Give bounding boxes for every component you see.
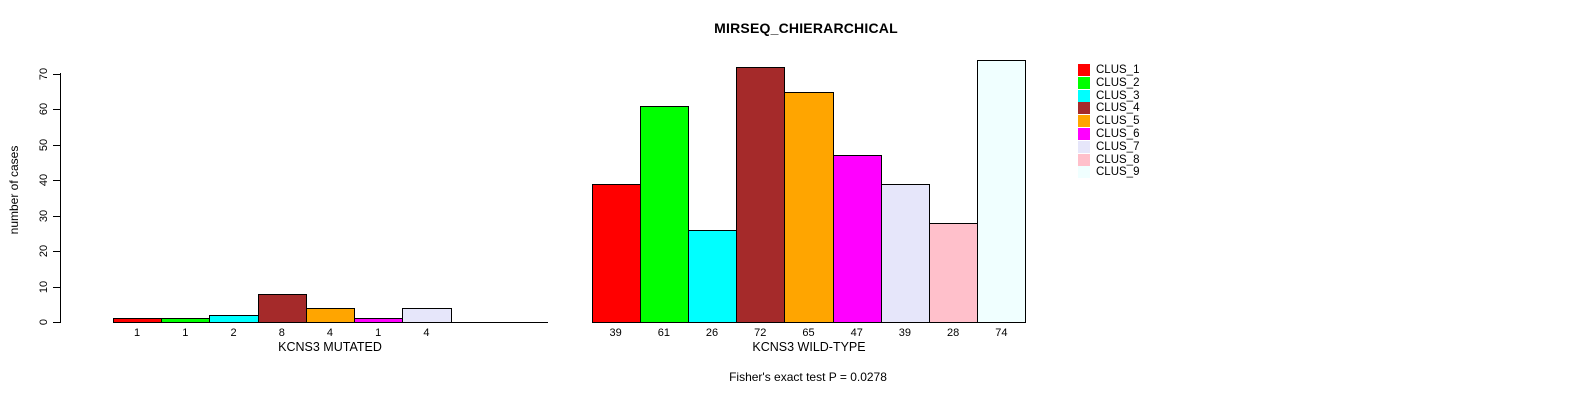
bar-value-label: 65 [802,327,815,339]
bar-clus_1-mutated [113,318,163,323]
bar-clus_1-wildtype [591,183,641,323]
bar-value-label: 28 [947,327,960,339]
bar-value-label: 47 [850,327,863,339]
bar-clus_3-mutated [209,314,259,323]
legend-label-clus_5: CLUS_5 [1096,115,1140,128]
y-axis-line [60,73,61,322]
bar-clus_4-wildtype [736,66,786,323]
y-tick-mark [53,286,61,288]
legend-swatch-clus_1 [1078,64,1090,76]
legend-swatch-clus_6 [1078,128,1090,140]
bar-clus_5-mutated [305,307,356,323]
bar-value-label: 74 [995,327,1008,339]
bar-clus_4-mutated [257,293,307,323]
y-tick-mark [53,109,61,111]
legend-swatch-clus_7 [1078,140,1090,153]
bar-clus_6-wildtype [832,155,882,323]
y-tick-label: 50 [38,138,50,151]
legend-swatch-clus_2 [1078,76,1090,89]
chart-title: MIRSEQ_CHIERARCHICAL [714,20,898,36]
y-tick-mark [53,215,61,217]
bar-value-label: 8 [278,327,285,339]
bar-value-label: 72 [754,327,767,339]
bar-clus_5-wildtype [784,91,834,323]
y-tick-label: 20 [38,245,50,258]
bar-value-label: 4 [423,327,430,339]
legend-label-clus_6: CLUS_6 [1096,128,1140,140]
bar-clus_3-wildtype [687,229,738,323]
y-axis-label: number of cases [7,145,21,235]
bar-value-label: 1 [182,327,189,339]
bar-clus_2-mutated [161,318,211,323]
legend-label-clus_1: CLUS_1 [1096,64,1140,76]
bar-clus_8-wildtype [929,222,979,323]
y-tick-mark [53,251,61,253]
y-tick-mark [53,73,61,75]
legend-swatch-clus_4 [1078,102,1090,115]
bar-clus_7-wildtype [880,183,931,323]
bar-value-label: 39 [609,327,622,339]
fisher-test-annotation: Fisher's exact test P = 0.0278 [729,370,887,384]
bar-value-label: 61 [657,327,670,339]
x-axis-label-wildtype: KCNS3 WILD-TYPE [752,340,866,354]
legend-label-clus_4: CLUS_4 [1096,102,1140,115]
y-tick-label: 60 [38,103,50,116]
x-axis-label-mutated: KCNS3 MUTATED [278,340,382,354]
y-tick-mark [53,322,61,323]
bar-clus_9-wildtype [977,59,1027,323]
y-tick-label: 70 [38,67,50,81]
bar-value-label: 4 [326,327,334,339]
y-tick-mark [53,180,61,182]
bar-clus_6-mutated [354,318,404,323]
y-tick-mark [53,144,61,146]
bar-value-label: 26 [705,327,719,339]
legend-label-clus_2: CLUS_2 [1096,76,1140,89]
legend-label-clus_9: CLUS_9 [1096,166,1140,179]
bar-value-label: 2 [230,327,237,339]
legend-swatch-clus_8 [1078,153,1090,166]
y-tick-label: 0 [38,318,50,326]
bar-clus_7-mutated [402,307,452,323]
y-tick-label: 10 [38,280,50,293]
bar-value-label: 1 [134,327,141,339]
y-tick-label: 30 [38,209,50,222]
legend-label-clus_7: CLUS_7 [1096,140,1140,153]
bar-value-label: 1 [375,327,382,339]
legend-label-clus_3: CLUS_3 [1096,89,1140,102]
bar-clus_2-wildtype [639,105,689,323]
legend-swatch-clus_9 [1078,166,1090,179]
y-tick-label: 40 [38,174,50,187]
legend-swatch-clus_3 [1078,89,1090,102]
legend-label-clus_8: CLUS_8 [1096,153,1140,166]
bar-value-label: 39 [898,327,912,339]
legend-swatch-clus_5 [1078,115,1090,128]
